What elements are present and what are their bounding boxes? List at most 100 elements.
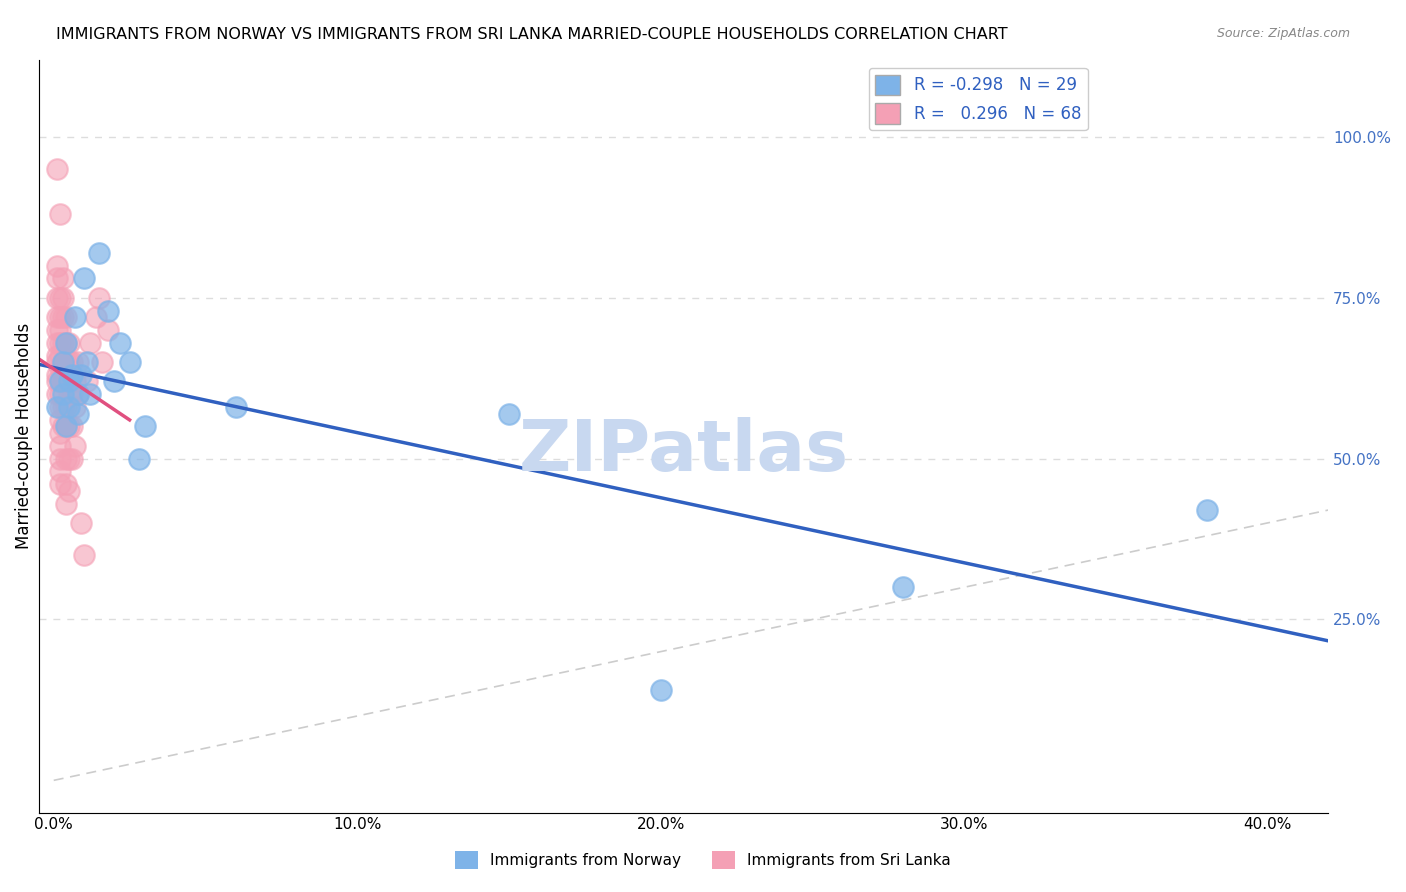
Point: [66, 355, 89, 369]
Point: [91, 355, 114, 369]
Point: [97, 303, 120, 318]
Y-axis label: Married-couple Households: Married-couple Households: [15, 323, 32, 549]
Point: [49, 477, 72, 491]
Point: [55, 419, 77, 434]
Point: [49, 375, 72, 389]
Point: [58, 387, 80, 401]
Point: [58, 335, 80, 350]
Point: [79, 335, 101, 350]
Point: [60, 419, 83, 434]
Point: [49, 425, 72, 440]
Legend: R = -0.298   N = 29, R =   0.296   N = 68: R = -0.298 N = 29, R = 0.296 N = 68: [869, 68, 1088, 130]
Point: [60, 451, 83, 466]
Point: [52, 271, 75, 285]
Point: [49, 349, 72, 363]
Point: [70, 516, 93, 530]
Point: [498, 407, 520, 421]
Point: [55, 400, 77, 414]
Point: [58, 483, 80, 498]
Point: [49, 291, 72, 305]
Point: [45, 291, 67, 305]
Point: [58, 451, 80, 466]
Point: [49, 207, 72, 221]
Point: [45, 335, 67, 350]
Point: [89, 245, 111, 260]
Point: [55, 310, 77, 324]
Point: [45, 323, 67, 337]
Point: [55, 477, 77, 491]
Text: Source: ZipAtlas.com: Source: ZipAtlas.com: [1216, 27, 1350, 40]
Point: [45, 368, 67, 382]
Point: [49, 465, 72, 479]
Point: [45, 161, 67, 176]
Point: [55, 419, 77, 434]
Point: [63, 439, 86, 453]
Point: [76, 375, 98, 389]
Point: [49, 361, 72, 376]
Point: [49, 310, 72, 324]
Point: [891, 580, 914, 594]
Point: [55, 335, 77, 350]
Point: [49, 400, 72, 414]
Point: [1195, 503, 1218, 517]
Point: [76, 355, 98, 369]
Point: [58, 375, 80, 389]
Legend: Immigrants from Norway, Immigrants from Sri Lanka: Immigrants from Norway, Immigrants from …: [449, 845, 957, 875]
Point: [55, 497, 77, 511]
Point: [128, 451, 150, 466]
Point: [97, 323, 120, 337]
Point: [49, 323, 72, 337]
Point: [63, 310, 86, 324]
Text: IMMIGRANTS FROM NORWAY VS IMMIGRANTS FROM SRI LANKA MARRIED-COUPLE HOUSEHOLDS CO: IMMIGRANTS FROM NORWAY VS IMMIGRANTS FRO…: [56, 27, 1008, 42]
Point: [66, 407, 89, 421]
Point: [118, 355, 141, 369]
Point: [45, 259, 67, 273]
Point: [52, 355, 75, 369]
Point: [52, 310, 75, 324]
Point: [63, 400, 86, 414]
Point: [89, 291, 111, 305]
Point: [45, 375, 67, 389]
Text: ZIPatlas: ZIPatlas: [519, 417, 848, 485]
Point: [60, 355, 83, 369]
Point: [52, 335, 75, 350]
Point: [45, 271, 67, 285]
Point: [55, 335, 77, 350]
Point: [49, 439, 72, 453]
Point: [49, 375, 72, 389]
Point: [79, 387, 101, 401]
Point: [58, 419, 80, 434]
Point: [63, 375, 86, 389]
Point: [55, 375, 77, 389]
Point: [55, 451, 77, 466]
Point: [73, 271, 96, 285]
Point: [52, 355, 75, 369]
Point: [49, 451, 72, 466]
Point: [650, 683, 672, 698]
Point: [84, 310, 107, 324]
Point: [103, 375, 125, 389]
Point: [49, 387, 72, 401]
Point: [45, 310, 67, 324]
Point: [66, 387, 89, 401]
Point: [45, 387, 67, 401]
Point: [60, 368, 83, 382]
Point: [58, 400, 80, 414]
Point: [52, 291, 75, 305]
Point: [52, 400, 75, 414]
Point: [70, 368, 93, 382]
Point: [60, 387, 83, 401]
Point: [134, 419, 156, 434]
Point: [52, 375, 75, 389]
Point: [45, 355, 67, 369]
Point: [73, 548, 96, 562]
Point: [110, 335, 132, 350]
Point: [225, 400, 247, 414]
Point: [45, 349, 67, 363]
Point: [52, 419, 75, 434]
Point: [58, 355, 80, 369]
Point: [66, 387, 89, 401]
Point: [52, 387, 75, 401]
Point: [45, 400, 67, 414]
Point: [55, 355, 77, 369]
